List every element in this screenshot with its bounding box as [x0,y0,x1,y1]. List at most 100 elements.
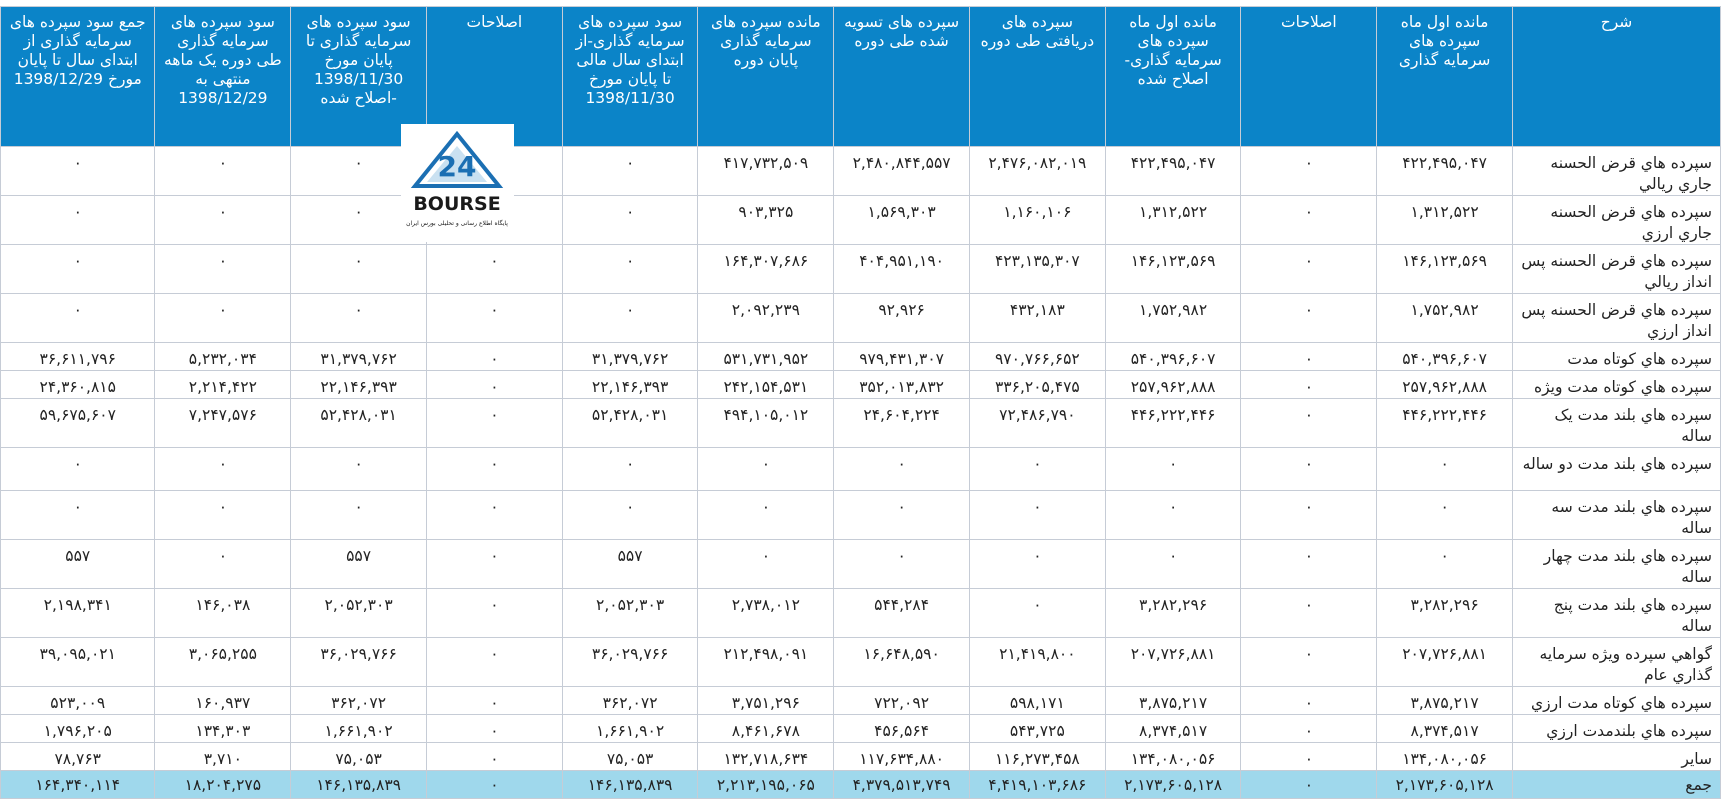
table-cell: ۲۰۷,۷۲۶,۸۸۱ [1376,637,1513,687]
table-cell: ۱,۶۶۱,۹۰۲ [561,714,699,743]
table-cell: ۴۱۷,۷۳۲,۵۰۹ [697,146,835,196]
total-cell: ۲,۱۷۳,۶۰۵,۱۲۸ [1104,770,1242,799]
table-cell: ۱۱۷,۶۳۴,۸۸۰ [833,742,970,771]
table-cell: ۳۹,۰۹۵,۰۲۱ [0,637,156,687]
table-cell: ۴۲۲,۴۹۵,۰۴۷ [1104,146,1242,196]
table-cell: ۰ [154,244,292,294]
table-cell: ۱۳۴,۰۸۰,۰۵۶ [1104,742,1242,771]
total-cell: ۱۸,۲۰۴,۲۷۵ [154,770,292,799]
table-cell: ۲,۷۳۸,۰۱۲ [697,588,835,638]
table-cell: ۱۶۰,۹۳۷ [154,686,292,715]
row-description: سپرده هاي بلند مدت پنج ساله [1511,588,1721,638]
table-cell: ۰ [154,293,292,343]
table-row: سپرده هاي بلند مدت پنج ساله ۳,۲۸۲,۲۹۶ ۰ ۳,۲… [0,588,1721,638]
table-cell: ۰ [1240,714,1378,743]
table-cell: ۰ [425,714,563,743]
row-description: ساير [1511,742,1721,771]
table-cell: ۵۴۳,۷۲۵ [968,714,1106,743]
table-cell: ۰ [1240,742,1378,771]
table-cell: ۴۴۶,۲۲۲,۴۴۶ [1104,398,1242,448]
table-cell: ۰ [0,447,156,491]
table-row: سپرده هاي کوتاه مدت ويژه ۲۵۷,۹۶۲,۸۸۸ ۰ ۲۵۷,… [0,370,1721,399]
column-header-7: سود سپرده های سرمایه گذاری-از ابتدای سال… [561,6,699,147]
table-cell: ۴۹۴,۱۰۵,۰۱۲ [697,398,835,448]
table-cell: ۰ [425,447,563,491]
table-row: سپرده هاي بلند مدت سه ساله ۰ ۰ ۰ ۰ ۰ ۰ ۰ ۰ ۰ ۰ ۰ [0,490,1721,540]
table-cell: ۰ [697,447,835,491]
table-cell: ۰ [1240,342,1378,371]
total-cell: ۴,۴۱۹,۱۰۳,۶۸۶ [968,770,1106,799]
table-cell: ۰ [290,490,427,540]
table-cell: ۴۵۶,۵۶۴ [833,714,970,743]
table-cell: ۳,۲۸۲,۲۹۶ [1104,588,1242,638]
total-cell: ۲,۲۱۳,۱۹۵,۰۶۵ [697,770,835,799]
table-cell: ۰ [968,447,1106,491]
table-cell: ۲,۱۹۸,۳۴۱ [0,588,156,638]
table-cell: ۱,۳۱۲,۵۲۲ [1104,195,1242,245]
table-cell: ۵۲۳,۰۰۹ [0,686,156,715]
table-cell: ۰ [290,447,427,491]
total-cell: ۱۶۴,۳۴۰,۱۱۴ [0,770,156,799]
bourse24-logo: 24 BOURSE پایگاه اطلاع رسانی و تحلیلی بو… [401,124,514,242]
table-cell: ۰ [425,370,563,399]
table-row: سپرده هاي بلند مدت يک ساله ۴۴۶,۲۲۲,۴۴۶ ۰ ۴۴… [0,398,1721,448]
table-cell: ۰ [1240,195,1378,245]
table-cell: ۰ [154,490,292,540]
table-cell: ۱,۵۶۹,۳۰۳ [833,195,970,245]
total-cell: ۰ [1240,770,1378,799]
table-cell: ۷۲,۴۸۶,۷۹۰ [968,398,1106,448]
table-cell: ۰ [0,293,156,343]
table-cell: ۴۲۳,۱۳۵,۳۰۷ [968,244,1106,294]
table-row: سپرده هاي کوتاه مدت ۵۴۰,۳۹۶,۶۰۷ ۰ ۵۴۰,۳۹۶,۶… [0,342,1721,371]
table-cell: ۱,۱۶۰,۱۰۶ [968,195,1106,245]
column-header-4: سپرده های دریافتی طی دوره [968,6,1106,147]
table-cell: ۵۴۴,۲۸۴ [833,588,970,638]
table-cell: ۵۴۰,۳۹۶,۶۰۷ [1376,342,1513,371]
table-cell: ۴۲۲,۴۹۵,۰۴۷ [1376,146,1513,196]
table-cell: ۰ [968,490,1106,540]
table-cell: ۳,۰۶۵,۲۵۵ [154,637,292,687]
table-cell: ۰ [0,195,156,245]
table-cell: ۰ [833,539,970,589]
table-cell: ۱۴۶,۱۲۳,۵۶۹ [1376,244,1513,294]
table-header-row: شرح مانده اول ماه سپرده های سرمایه گذاری ا… [0,6,1721,147]
table-cell: ۵۵۷ [561,539,699,589]
table-cell: ۵۹,۶۷۵,۶۰۷ [0,398,156,448]
table-cell: ۱,۷۹۶,۲۰۵ [0,714,156,743]
table-cell: ۰ [697,490,835,540]
row-description: سپرده هاي قرض الحسنه پس انداز ارزي [1511,293,1721,343]
table-body: سپرده هاي قرض الحسنه جاري ريالي ۴۲۲,۴۹۵,۰… [0,146,1721,799]
table-cell: ۹۲,۹۲۶ [833,293,970,343]
table-cell: ۱,۶۶۱,۹۰۲ [290,714,427,743]
table-cell: ۵۲,۴۲۸,۰۳۱ [561,398,699,448]
table-cell: ۰ [425,398,563,448]
table-cell: ۲۴۲,۱۵۴,۵۳۱ [697,370,835,399]
table-cell: ۱۱۶,۲۷۳,۴۵۸ [968,742,1106,771]
column-header-9: سود سپرده های سرمایه گذاری تا پایان مورخ… [290,6,427,147]
total-cell: ۲,۱۷۳,۶۰۵,۱۲۸ [1376,770,1513,799]
table-cell: ۱۴۶,۰۳۸ [154,588,292,638]
table-cell: ۰ [425,490,563,540]
table-cell: ۰ [833,447,970,491]
total-cell: ۴,۳۷۹,۵۱۳,۷۴۹ [833,770,970,799]
table-cell: ۰ [1240,293,1378,343]
row-description: سپرده هاي قرض الحسنه پس انداز ريالي [1511,244,1721,294]
table-cell: ۲۵۷,۹۶۲,۸۸۸ [1376,370,1513,399]
table-cell: ۳۶,۶۱۱,۷۹۶ [0,342,156,371]
column-header-8: اصلاحات [425,6,563,147]
row-description: سپرده هاي بلند مدت دو ساله [1511,447,1721,491]
table-cell: ۸,۳۷۴,۵۱۷ [1104,714,1242,743]
row-description: سپرده هاي بلند مدت يک ساله [1511,398,1721,448]
column-header-3: مانده اول ماه سپرده های سرمایه گذاری- اص… [1104,6,1242,147]
table-cell: ۰ [154,146,292,196]
table-cell: ۱,۷۵۲,۹۸۲ [1104,293,1242,343]
table-cell: ۰ [1104,539,1242,589]
column-header-11: جمع سود سپرده های سرمایه گذاری از ابتدای… [0,6,156,147]
table-cell: ۰ [290,293,427,343]
table-cell: ۰ [1240,244,1378,294]
table-cell: ۰ [425,686,563,715]
table-cell: ۹۷۰,۷۶۶,۶۵۲ [968,342,1106,371]
table-cell: ۳,۸۷۵,۲۱۷ [1104,686,1242,715]
table-cell: ۴۳۲,۱۸۳ [968,293,1106,343]
table-cell: ۲۲,۱۴۶,۳۹۳ [290,370,427,399]
